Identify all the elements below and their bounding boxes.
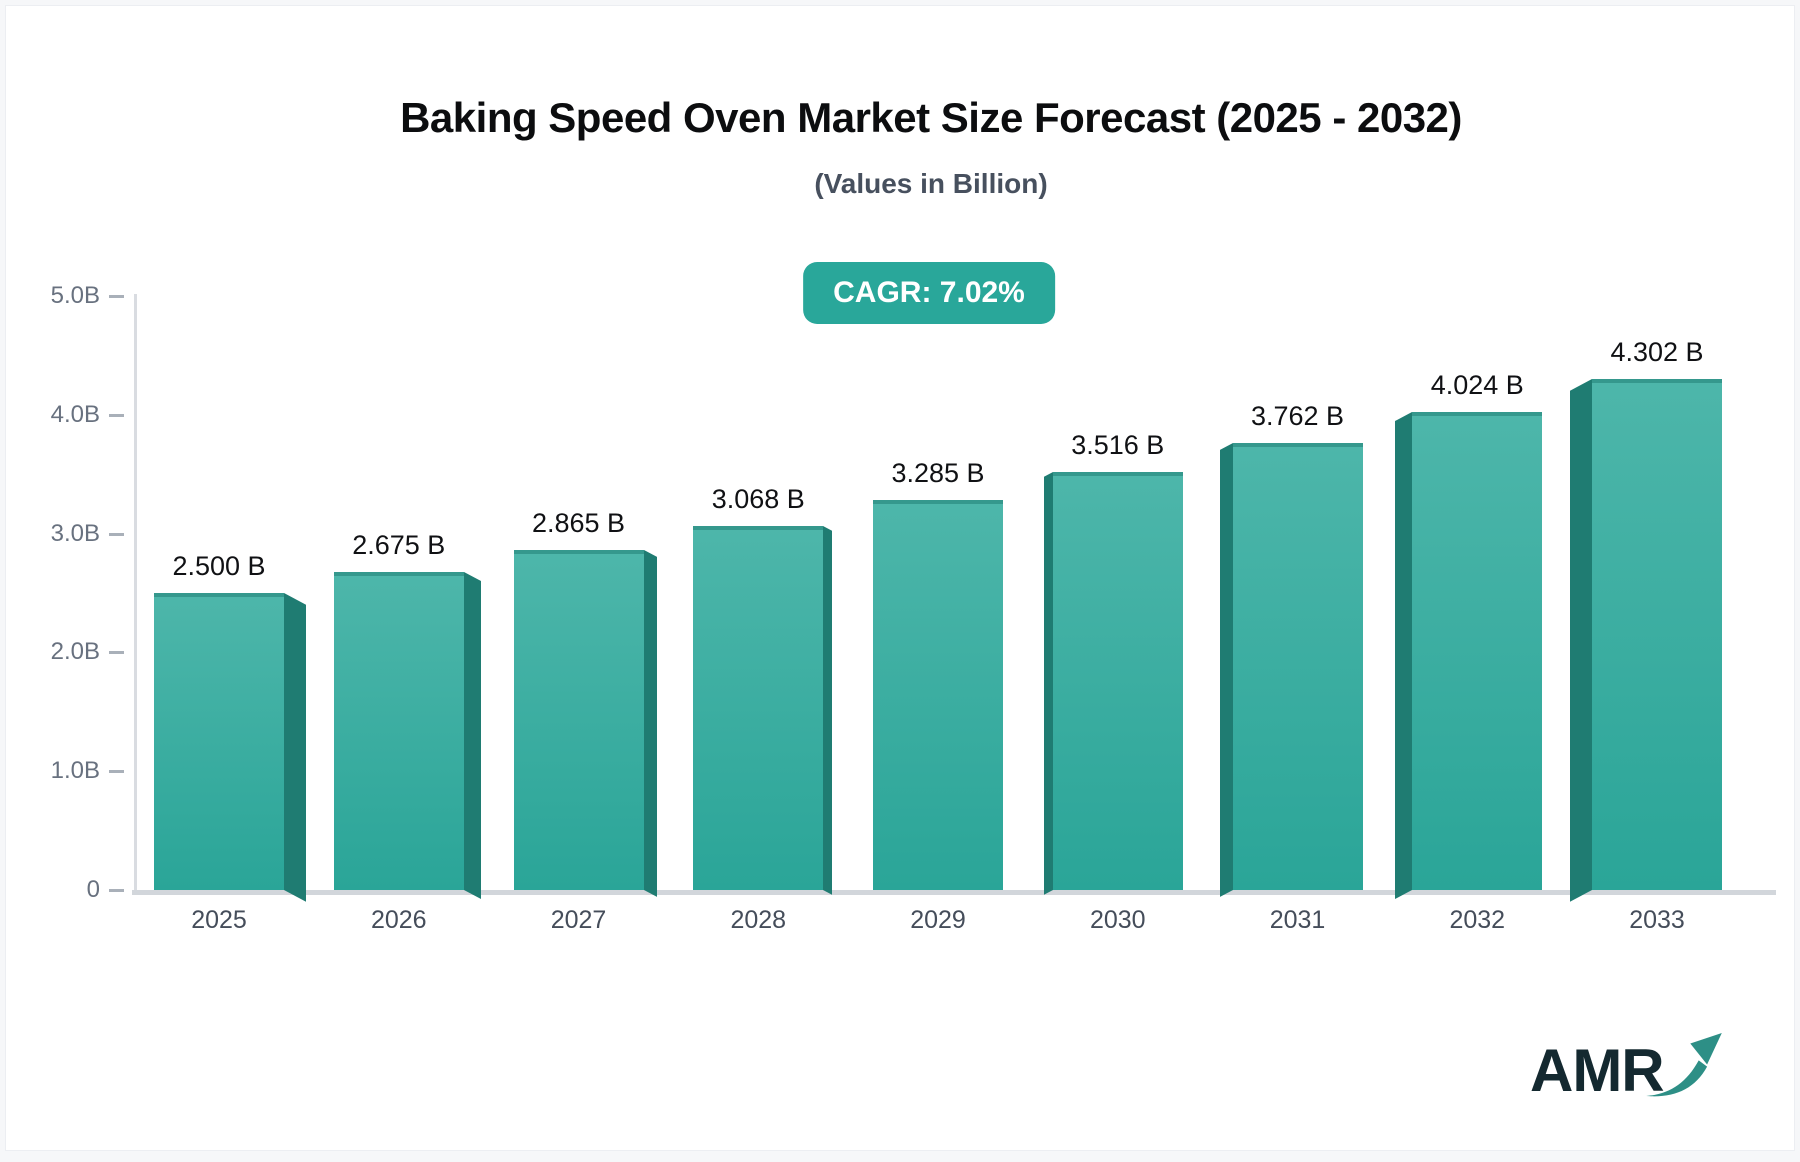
y-tick-label: 4.0B <box>50 400 100 428</box>
bar <box>333 572 464 890</box>
x-axis-label: 2031 <box>1269 906 1326 934</box>
bar-3d-side <box>1395 412 1413 900</box>
x-axis-label: 2033 <box>1629 906 1685 934</box>
bar-3d-side <box>463 572 481 900</box>
chart-title: Baking Speed Oven Market Size Forecast (… <box>400 94 1462 141</box>
bar <box>513 550 644 890</box>
x-axis-label: 2027 <box>550 906 607 934</box>
x-axis-label: 2029 <box>910 906 966 934</box>
y-tick-label: 3.0B <box>50 519 100 547</box>
bar <box>1232 443 1363 890</box>
x-axis-label: 2028 <box>730 906 787 934</box>
trend-arrow-icon <box>1646 1033 1722 1097</box>
y-axis-line <box>134 294 137 892</box>
bar <box>154 593 284 890</box>
y-tick-label: 2.0B <box>50 638 100 666</box>
bar-value-label: 4.302 B <box>1610 337 1704 367</box>
y-tick-mark <box>109 770 124 774</box>
bar-3d-side <box>1570 379 1592 902</box>
bar <box>1412 412 1543 890</box>
y-tick-mark <box>109 295 124 298</box>
bar-3d-side <box>643 550 657 897</box>
bar-3d-side <box>1219 443 1233 897</box>
amr-logo-text: AMR <box>1530 1037 1665 1104</box>
bar-value-label: 2.500 B <box>172 551 266 581</box>
y-tick-label: 1.0B <box>50 757 100 785</box>
amr-logo: AMR <box>1530 1033 1730 1116</box>
chart-card: Baking Speed Oven Market Size Forecast (… <box>5 5 1795 1151</box>
x-axis-label: 2025 <box>191 906 247 934</box>
bar-value-label: 3.516 B <box>1071 430 1165 460</box>
bar-3d-side <box>284 593 306 902</box>
y-tick-mark <box>109 413 124 417</box>
cagr-badge: CAGR: 7.02% <box>803 262 1055 324</box>
bar <box>1592 379 1722 890</box>
x-axis-label: 2030 <box>1089 906 1146 934</box>
x-axis-line <box>132 890 1776 895</box>
bar-value-label: 2.675 B <box>352 530 446 560</box>
bar-3d-side <box>1043 472 1053 895</box>
y-tick-mark <box>109 889 124 892</box>
bar-3d-side <box>823 526 833 895</box>
bar <box>693 526 824 890</box>
y-tick-label: 0 <box>86 876 100 903</box>
bar <box>873 500 1003 890</box>
bar-value-label: 3.068 B <box>711 484 805 514</box>
bar-value-label: 2.865 B <box>531 508 626 538</box>
x-axis-label: 2026 <box>370 906 427 934</box>
bar-value-label: 4.024 B <box>1430 370 1524 400</box>
bar-value-label: 3.762 B <box>1250 401 1345 431</box>
x-axis-label: 2032 <box>1449 906 1506 934</box>
bar-chart-plot: 0 1.0B 2.0B 3.0B 4.0B 5.0B 2.500 B 2025 2.675 B 2… <box>6 6 1800 1162</box>
bar-value-label: 3.285 B <box>891 458 985 488</box>
chart-subtitle: (Values in Billion) <box>814 168 1048 199</box>
y-tick-label: 5.0B <box>50 282 100 309</box>
bar <box>1052 472 1183 890</box>
y-tick-mark <box>109 651 124 655</box>
y-tick-mark <box>109 532 124 536</box>
